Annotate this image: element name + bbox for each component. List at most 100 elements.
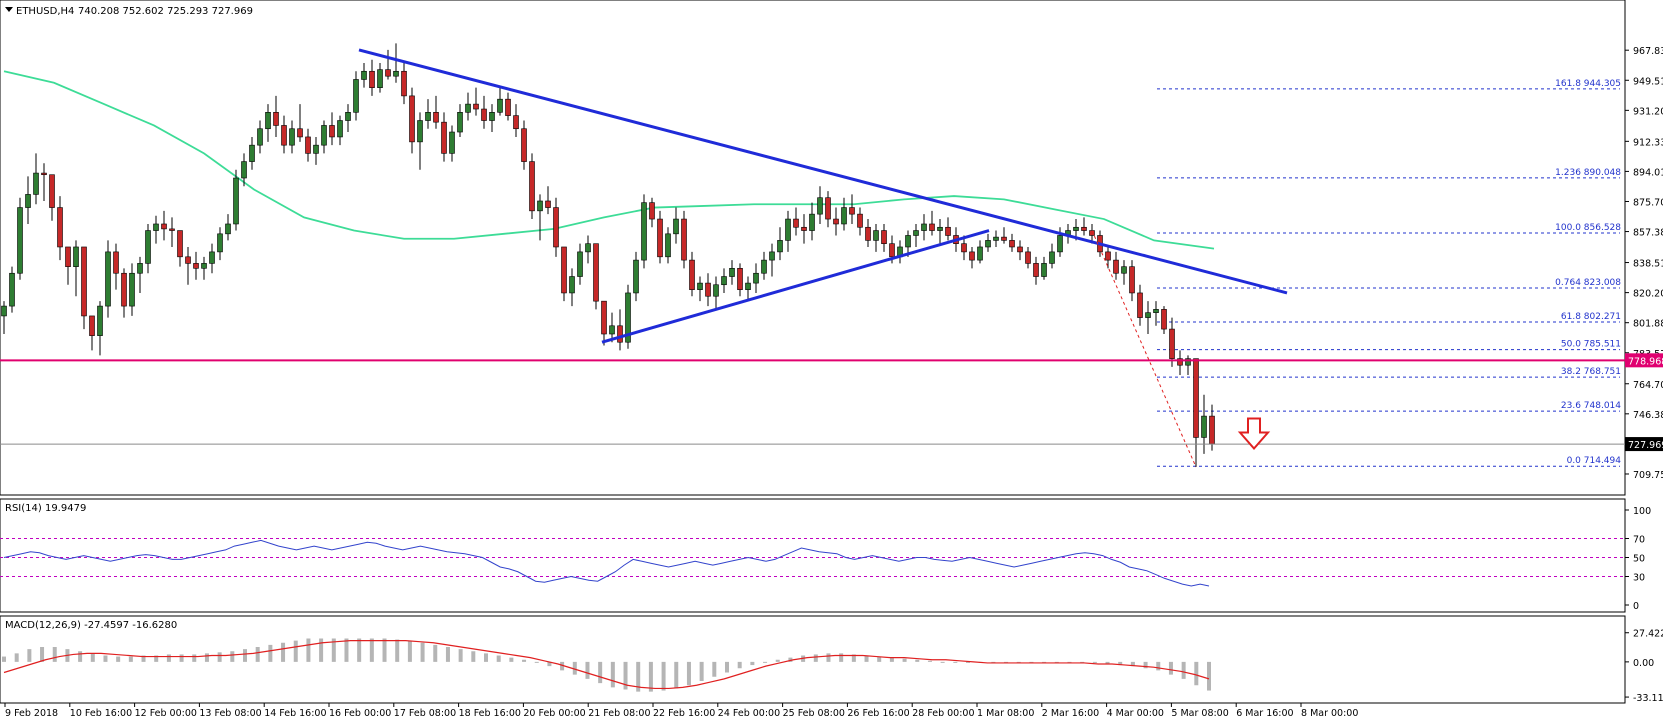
candle-body bbox=[849, 207, 855, 215]
time-tick-label: 12 Feb 00:00 bbox=[135, 708, 197, 719]
macd-histogram-bar bbox=[750, 661, 755, 666]
candle-body bbox=[345, 112, 351, 121]
macd-histogram-bar bbox=[52, 647, 57, 662]
macd-histogram-bar bbox=[1092, 661, 1097, 663]
rsi-panel-frame bbox=[0, 498, 1626, 613]
candle-body bbox=[465, 103, 471, 113]
macd-histogram-bar bbox=[763, 661, 768, 663]
macd-histogram-bar bbox=[826, 653, 831, 662]
macd-histogram-bar bbox=[395, 639, 400, 662]
candle-body bbox=[665, 233, 671, 258]
fib-label: 161.8 944.305 bbox=[1555, 79, 1621, 89]
candle-body bbox=[785, 218, 791, 241]
macd-histogram-bar bbox=[788, 657, 793, 662]
time-tick-label: 25 Feb 08:00 bbox=[783, 708, 845, 719]
candle-body bbox=[521, 128, 527, 162]
candle-body bbox=[201, 263, 207, 269]
candle-body bbox=[49, 174, 55, 208]
candle-body bbox=[697, 282, 703, 290]
rsi-tick-label: 0 bbox=[1633, 601, 1639, 612]
candle-body bbox=[905, 235, 911, 248]
macd-histogram-bar bbox=[306, 638, 311, 662]
candle-body bbox=[1057, 235, 1063, 253]
macd-histogram-bar bbox=[1130, 661, 1135, 667]
candle-body bbox=[329, 125, 335, 138]
macd-histogram-bar bbox=[927, 660, 932, 662]
macd-histogram-bar bbox=[103, 655, 108, 662]
time-tick-label: 16 Feb 00:00 bbox=[329, 708, 391, 719]
candle-body bbox=[769, 251, 775, 261]
macd-histogram-bar bbox=[281, 642, 286, 662]
candle-body bbox=[657, 218, 663, 258]
support-price-box bbox=[1625, 353, 1663, 368]
candle-body bbox=[1105, 251, 1111, 261]
price-tick-label: 820.200 bbox=[1633, 289, 1663, 300]
macd-histogram-bar bbox=[14, 653, 19, 662]
macd-histogram-bar bbox=[1156, 661, 1161, 671]
rsi-line bbox=[3, 539, 1210, 587]
candle-body bbox=[705, 282, 711, 297]
candle-body bbox=[89, 315, 95, 336]
macd-histogram-bar bbox=[268, 644, 273, 662]
macd-tick-label: -33.1168 bbox=[1633, 693, 1663, 704]
candle-body bbox=[961, 243, 967, 253]
price-tick-label: 949.515 bbox=[1633, 76, 1663, 87]
candle-body bbox=[609, 325, 615, 335]
macd-histogram-bar bbox=[230, 651, 235, 662]
candle-body bbox=[1193, 358, 1199, 438]
macd-title: MACD(12,26,9) -27.4597 -16.6280 bbox=[5, 620, 177, 631]
candle-body bbox=[1137, 292, 1143, 318]
macd-histogram-bar bbox=[255, 647, 260, 662]
fib-label: 0.0 714.494 bbox=[1567, 456, 1622, 466]
candle-body bbox=[361, 70, 367, 80]
macd-histogram-bar bbox=[813, 654, 818, 662]
time-tick-label: 4 Mar 00:00 bbox=[1107, 708, 1164, 719]
macd-histogram-bar bbox=[775, 659, 780, 662]
candle-body bbox=[481, 108, 487, 121]
candle-body bbox=[753, 272, 759, 284]
candle-body bbox=[729, 268, 735, 277]
price-tick-label: 838.515 bbox=[1633, 259, 1663, 270]
macd-histogram-bar bbox=[496, 655, 501, 662]
current-price-box bbox=[1625, 437, 1663, 452]
candle-body bbox=[449, 131, 455, 154]
candle-body bbox=[617, 325, 623, 343]
fib-label: 38.2 768.751 bbox=[1561, 367, 1621, 377]
macd-histogram-bar bbox=[966, 661, 970, 663]
fib-label: 100.0 856.528 bbox=[1555, 223, 1621, 233]
rsi-title: RSI(14) 19.9479 bbox=[5, 503, 86, 514]
dropdown-triangle-icon[interactable] bbox=[5, 7, 13, 12]
macd-histogram-bar bbox=[864, 655, 869, 662]
candle-body bbox=[873, 230, 879, 241]
candle-body bbox=[801, 226, 807, 231]
candle-body bbox=[41, 172, 47, 176]
price-tick-label: 931.200 bbox=[1633, 106, 1663, 117]
candle-body bbox=[297, 128, 303, 138]
candle-body bbox=[921, 223, 927, 231]
time-tick-label: 1 Mar 08:00 bbox=[977, 708, 1034, 719]
candle-body bbox=[289, 128, 295, 146]
macd-histogram-bar bbox=[382, 638, 387, 662]
candle-body bbox=[505, 98, 511, 116]
macd-histogram-bar bbox=[674, 661, 679, 689]
macd-histogram-bar bbox=[1105, 661, 1110, 664]
candle-body bbox=[649, 202, 655, 220]
candle-body bbox=[1025, 251, 1031, 264]
macd-histogram-bar bbox=[712, 661, 717, 677]
time-tick-label: 22 Feb 16:00 bbox=[653, 708, 715, 719]
candle-body bbox=[913, 230, 919, 236]
macd-histogram-bar bbox=[610, 661, 615, 688]
candle-body bbox=[321, 125, 327, 146]
candle-body bbox=[1129, 266, 1135, 294]
macd-histogram-bar bbox=[192, 654, 197, 662]
candle-body bbox=[1081, 226, 1087, 231]
candle-body bbox=[721, 276, 727, 286]
macd-histogram-bar bbox=[369, 638, 374, 662]
down-arrow-icon bbox=[1237, 417, 1271, 451]
candle-body bbox=[25, 194, 31, 208]
macd-histogram-bar bbox=[344, 638, 349, 662]
current-price-label: 727.969 bbox=[1628, 440, 1663, 451]
candle-body bbox=[713, 284, 719, 297]
candle-body bbox=[393, 70, 399, 77]
